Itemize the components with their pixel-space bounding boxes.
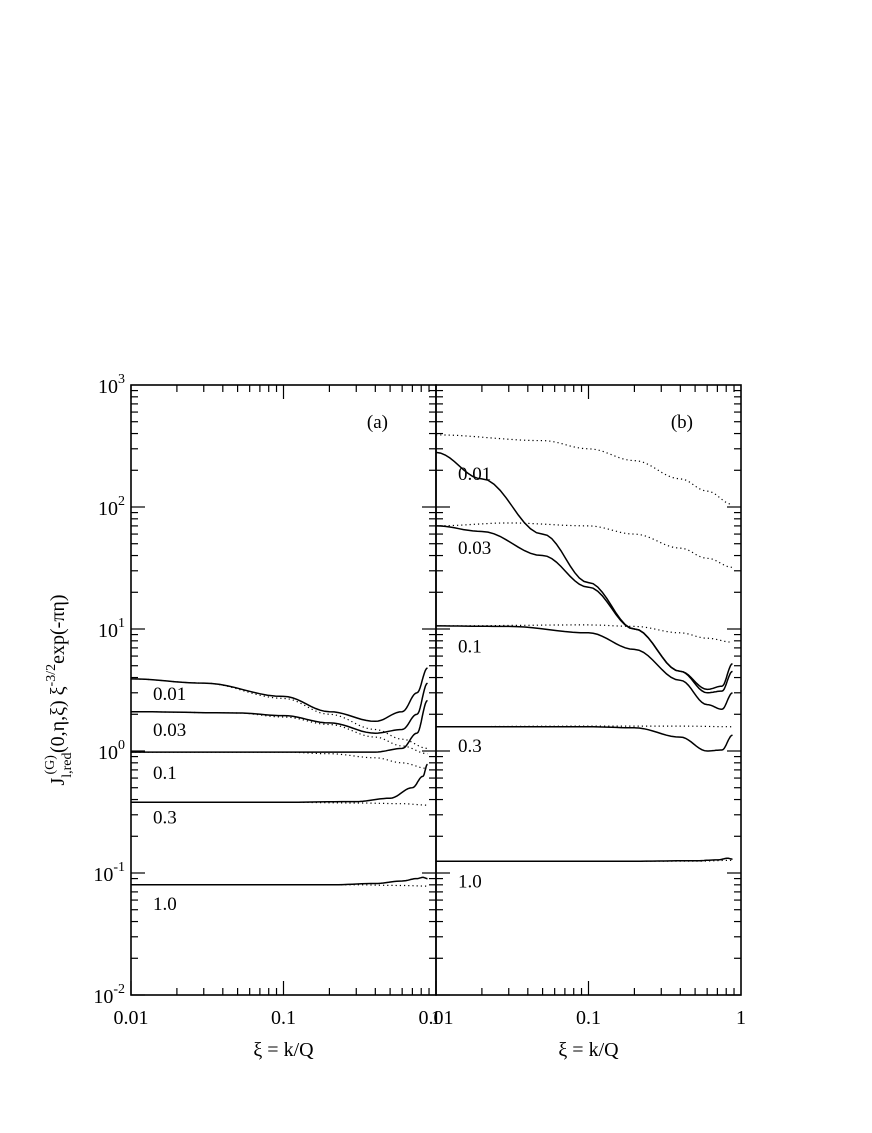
series-1_0-dotted (131, 884, 428, 887)
x-axis-label: ξ = k/Q (558, 1039, 619, 1061)
series-0_3-solid (436, 726, 733, 752)
series-1_0-solid (131, 876, 428, 886)
curve-label: 1.0 (153, 894, 177, 915)
x-axis-label: ξ = k/Q (253, 1039, 314, 1061)
y-axis-label: Jl,red(G)(0,η,ξ) ξ-3/2exp(-πη) (43, 594, 75, 785)
x-tick-label: 1 (431, 1007, 441, 1029)
series-0_1-solid (436, 625, 733, 710)
y-tick-label: 100 (98, 738, 125, 764)
y-tick-label: 101 (98, 616, 125, 642)
curve-label: 0.1 (153, 763, 177, 784)
plot-frame (435, 384, 742, 996)
curve-label: 0.03 (153, 720, 186, 741)
panel-b: 0.01 0.03 0.1 0.3 1.0 (b) 0.01 0.1 1 ξ = k/Q (419, 384, 746, 1061)
x-tick-label: 0.1 (271, 1007, 296, 1029)
panel-label: (b) (671, 412, 693, 433)
x-tick-label: 1 (736, 1007, 746, 1029)
series-0_3-solid (131, 763, 428, 804)
series-0_1-dotted (436, 624, 733, 643)
series-0_03-solid (131, 682, 428, 734)
y-tick-label: 10-1 (93, 860, 125, 886)
x-tick-label: 0.1 (576, 1007, 601, 1029)
y-tick-label: 102 (98, 494, 125, 520)
curve-label: 0.01 (153, 684, 186, 705)
curve-label: 0.3 (153, 808, 177, 829)
y-axis-tick-labels: 10-2 10-1 100 101 102 103 (93, 372, 125, 1008)
panel-label: (a) (367, 412, 388, 433)
curve-label: 0.03 (458, 538, 491, 559)
x-tick-label: 0.01 (419, 1007, 454, 1029)
series-0_1-solid (131, 699, 428, 753)
series-0_03-solid (435, 525, 733, 694)
curve-label: 0.1 (458, 637, 482, 658)
y-tick-label: 10-2 (93, 982, 125, 1008)
panel-a: 0.01 0.03 0.1 0.3 1.0 (a) 0.01 0.1 1 ξ = k/Q (114, 384, 441, 1061)
curve-label: 0.3 (458, 736, 482, 757)
curve-label: 1.0 (458, 871, 482, 892)
series-0_01-solid (130, 667, 428, 723)
x-tick-label: 0.01 (114, 1007, 149, 1029)
curve-label: 0.01 (458, 464, 491, 485)
y-tick-label: 103 (98, 372, 125, 398)
series-1_0-solid (436, 857, 733, 862)
